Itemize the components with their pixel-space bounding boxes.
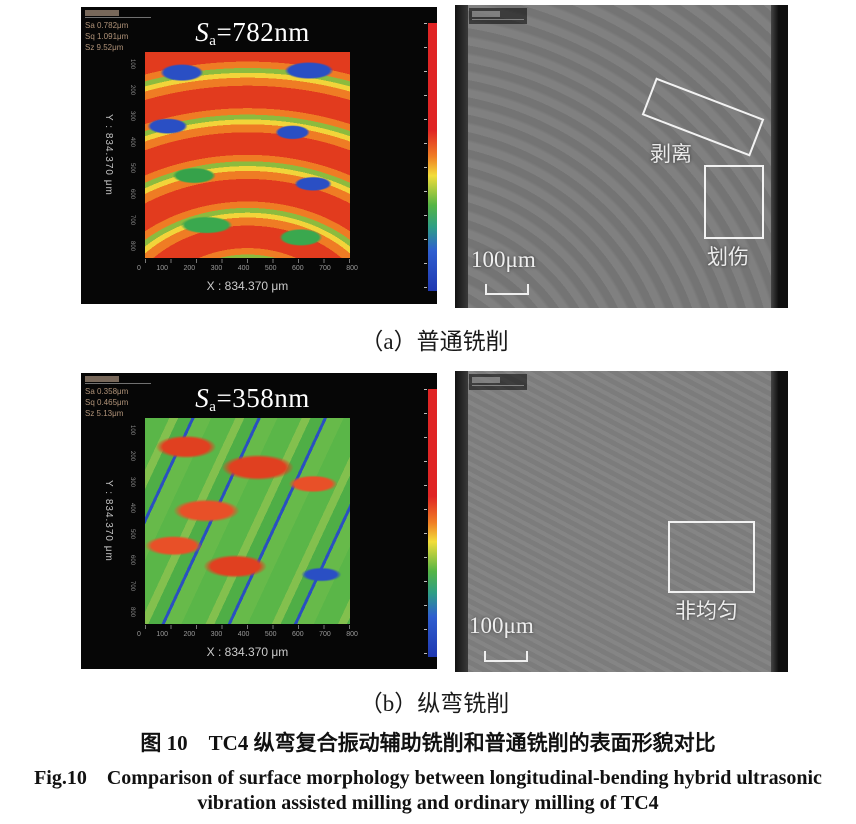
x-axis-ticks: 0 100 200 300 400 500 600 700 800 [137,631,358,638]
x-tick: 100 [156,265,169,272]
y-tick: 300 [129,476,135,487]
x-tick: 500 [264,631,277,638]
x-tick: 800 [346,265,358,272]
y-tick: 400 [129,502,135,513]
topography-panel-b: Sa 0.358μm Sq 0.465μm Sz 5.13μm Sa=358nm… [81,373,437,669]
measurement-metadata: Sa 0.782μm Sq 1.091μm Sz 9.52μm [85,10,151,53]
figure-caption-en-line2: vibration assisted milling and ordinary … [197,792,659,814]
x-axis-tickmarks [145,259,350,263]
sa-value: =782nm [216,17,310,47]
sem-watermark-glyphs [472,11,500,17]
x-tick: 400 [237,265,250,272]
x-axis-tickmarks [145,625,350,629]
instrument-logo [85,10,119,16]
y-tick: 600 [129,554,135,565]
sem-watermark-underline [472,19,524,20]
sa-value: =358nm [216,383,310,413]
x-tick: 800 [346,631,358,638]
x-tick: 200 [183,631,196,638]
nonuniform-region-box [668,521,755,593]
sa-value-title: Sa=782nm [145,17,360,50]
y-tick: 300 [129,110,135,121]
measurement-metadata: Sa 0.358μm Sq 0.465μm Sz 5.13μm [85,376,151,419]
scalebar-label: 100μm [471,247,536,272]
x-tick: 600 [291,265,304,272]
x-tick: 200 [183,265,196,272]
scalebar-label: 100μm [469,613,534,638]
sem-panel-b: 非均匀 100μm [455,371,788,672]
x-tick: 700 [319,631,331,638]
x-tick: 600 [291,631,304,638]
y-tick: 200 [129,84,135,95]
scratch-region-box [704,165,764,239]
x-tick: 300 [210,265,223,272]
sem-watermark [469,374,527,390]
sa-symbol: S [195,383,210,413]
height-map-image [145,52,350,258]
sem-watermark-underline [472,385,524,386]
sa-symbol: S [195,17,210,47]
x-tick: 0 [137,265,141,272]
x-tick: 700 [319,265,331,272]
nonuniform-label: 非均匀 [675,599,738,623]
x-tick: 0 [137,631,141,638]
y-tick: 500 [129,162,135,173]
x-tick: 500 [264,265,277,272]
height-colorbar [424,389,437,657]
x-axis-label: X : 834.370 μm [206,279,289,293]
scalebar-bracket [484,651,528,662]
sa-value-title: Sa=358nm [145,383,360,416]
meta-sa: Sa 0.358μm [85,387,129,396]
y-tick: 600 [129,188,135,199]
sem-watermark-glyphs [472,377,500,383]
y-tick: 800 [129,240,135,251]
sa-subscript: a [209,33,217,49]
peel-label: 剥离 [650,142,692,166]
y-tick: 800 [129,606,135,617]
height-map-image [145,418,350,624]
x-tick: 300 [210,631,223,638]
y-tick: 700 [129,214,135,225]
y-tick: 500 [129,528,135,539]
sem-edge-left [455,5,468,308]
y-tick: 100 [129,425,135,436]
meta-sa: Sa 0.782μm [85,21,129,30]
sem-edge-left [455,371,468,672]
sem-watermark [469,8,527,24]
sem-edge-right [771,371,788,672]
y-tick: 200 [129,450,135,461]
y-axis-ticks: 100 200 300 400 500 600 700 800 [129,425,135,617]
scalebar-bracket [485,284,529,295]
figure-caption-zh: 图 10 TC4 纵弯复合振动辅助铣削和普通铣削的表面形貌对比 [140,731,716,755]
y-axis-label: Y : 834.370 μm [103,114,114,196]
y-axis-ticks: 100 200 300 400 500 600 700 800 [129,59,135,251]
scratch-label: 划伤 [707,245,749,269]
x-axis-ticks: 0 100 200 300 400 500 600 700 800 [137,265,358,272]
logo-underline [85,383,151,384]
instrument-logo [85,376,119,382]
x-tick: 100 [156,631,169,638]
figure-caption-en-line1: Fig.10 Comparison of surface morphology … [34,767,822,789]
sem-edge-right [771,5,788,308]
subcaption-a: （a）普通铣削 [360,329,509,354]
height-colorbar [424,23,437,291]
sa-subscript: a [209,399,217,415]
y-tick: 700 [129,580,135,591]
topography-panel-a: Sa 0.782μm Sq 1.091μm Sz 9.52μm Sa=782nm… [81,7,437,304]
sem-panel-a: 剥离 划伤 100μm [455,5,788,308]
meta-sz: Sz 5.13μm [85,409,124,418]
meta-sq: Sq 0.465μm [85,398,129,407]
y-tick: 100 [129,59,135,70]
y-axis-label: Y : 834.370 μm [103,480,114,562]
logo-underline [85,17,151,18]
meta-sq: Sq 1.091μm [85,32,129,41]
subcaption-b: （b）纵弯铣削 [359,691,510,716]
meta-sz: Sz 9.52μm [85,43,124,52]
y-tick: 400 [129,136,135,147]
x-axis-label: X : 834.370 μm [206,645,289,659]
x-tick: 400 [237,631,250,638]
